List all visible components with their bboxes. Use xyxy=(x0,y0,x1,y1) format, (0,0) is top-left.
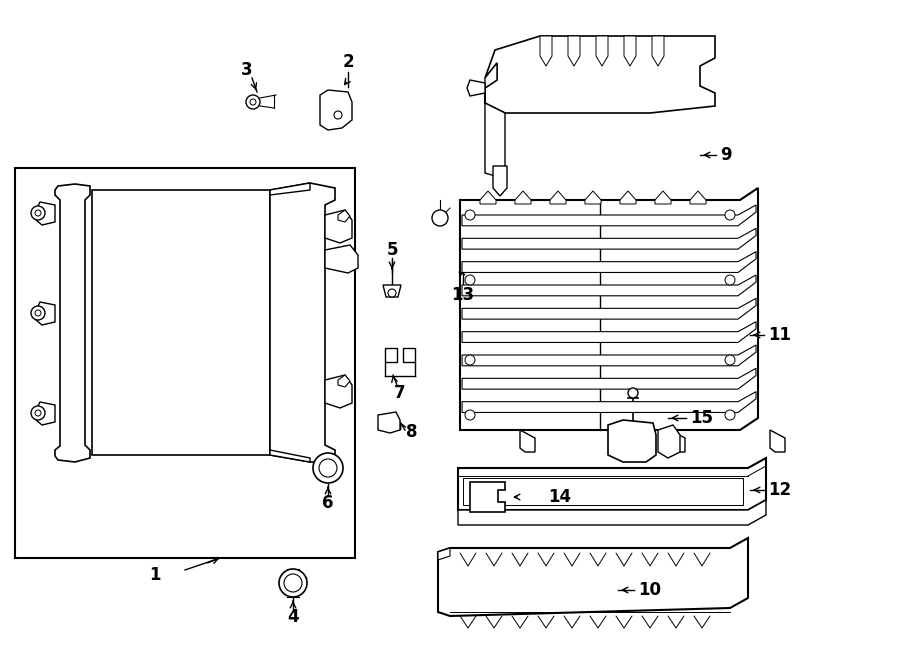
Circle shape xyxy=(35,410,41,416)
Text: 2: 2 xyxy=(342,53,354,71)
Text: 13: 13 xyxy=(452,286,474,304)
Polygon shape xyxy=(403,348,415,362)
Polygon shape xyxy=(36,202,55,225)
Polygon shape xyxy=(463,478,743,505)
Circle shape xyxy=(465,355,475,365)
Polygon shape xyxy=(670,430,685,452)
Circle shape xyxy=(725,410,735,420)
Polygon shape xyxy=(585,191,601,204)
Polygon shape xyxy=(460,188,758,430)
Polygon shape xyxy=(690,191,706,204)
Circle shape xyxy=(35,310,41,316)
Polygon shape xyxy=(770,430,785,452)
Text: 9: 9 xyxy=(720,146,732,164)
Circle shape xyxy=(465,210,475,220)
Polygon shape xyxy=(462,345,756,366)
Text: 7: 7 xyxy=(394,384,406,402)
Polygon shape xyxy=(462,252,756,273)
Circle shape xyxy=(319,459,337,477)
Circle shape xyxy=(31,306,45,320)
Polygon shape xyxy=(652,36,664,66)
Polygon shape xyxy=(36,402,55,425)
Polygon shape xyxy=(36,302,55,325)
Polygon shape xyxy=(383,285,401,297)
Polygon shape xyxy=(462,368,756,389)
Polygon shape xyxy=(568,36,580,66)
Polygon shape xyxy=(462,275,756,296)
Polygon shape xyxy=(325,375,352,408)
Polygon shape xyxy=(596,36,608,66)
Text: 15: 15 xyxy=(690,409,713,427)
Polygon shape xyxy=(655,191,671,204)
Polygon shape xyxy=(458,500,766,525)
Circle shape xyxy=(35,210,41,216)
Circle shape xyxy=(250,99,256,105)
Polygon shape xyxy=(550,191,566,204)
Polygon shape xyxy=(462,205,756,226)
Bar xyxy=(92,190,270,455)
Polygon shape xyxy=(493,166,507,196)
Polygon shape xyxy=(467,80,485,96)
Text: 11: 11 xyxy=(768,326,791,344)
Polygon shape xyxy=(462,392,756,412)
Text: 8: 8 xyxy=(406,423,418,441)
Circle shape xyxy=(465,275,475,285)
Polygon shape xyxy=(385,348,397,362)
Text: 6: 6 xyxy=(322,494,334,512)
Polygon shape xyxy=(270,450,310,462)
Circle shape xyxy=(725,210,735,220)
Text: 4: 4 xyxy=(287,608,299,626)
Polygon shape xyxy=(620,191,636,204)
Text: 14: 14 xyxy=(548,488,572,506)
Text: 3: 3 xyxy=(241,61,253,79)
Polygon shape xyxy=(462,322,756,342)
Circle shape xyxy=(279,569,307,597)
Circle shape xyxy=(334,111,342,119)
Polygon shape xyxy=(620,430,635,452)
Polygon shape xyxy=(438,548,450,560)
Circle shape xyxy=(432,210,448,226)
Polygon shape xyxy=(520,430,535,452)
Circle shape xyxy=(246,95,260,109)
Polygon shape xyxy=(624,36,636,66)
Polygon shape xyxy=(540,36,552,66)
Circle shape xyxy=(284,574,302,592)
Circle shape xyxy=(465,410,475,420)
Polygon shape xyxy=(338,375,350,387)
Bar xyxy=(15,168,355,558)
Polygon shape xyxy=(515,191,531,204)
Circle shape xyxy=(31,406,45,420)
Polygon shape xyxy=(462,299,756,319)
Polygon shape xyxy=(485,36,715,113)
Polygon shape xyxy=(55,184,90,462)
Polygon shape xyxy=(270,183,310,195)
Polygon shape xyxy=(270,183,335,462)
Polygon shape xyxy=(325,210,352,243)
Polygon shape xyxy=(325,245,358,273)
Circle shape xyxy=(628,388,638,398)
Text: 10: 10 xyxy=(638,581,661,599)
Polygon shape xyxy=(608,420,656,462)
Polygon shape xyxy=(320,90,352,130)
Text: 1: 1 xyxy=(149,566,161,584)
Circle shape xyxy=(388,289,396,297)
Polygon shape xyxy=(378,412,400,433)
Polygon shape xyxy=(458,458,766,510)
Polygon shape xyxy=(658,425,680,458)
Polygon shape xyxy=(485,63,505,176)
Circle shape xyxy=(725,275,735,285)
Polygon shape xyxy=(480,191,496,204)
Polygon shape xyxy=(462,228,756,249)
Circle shape xyxy=(31,206,45,220)
Text: 5: 5 xyxy=(386,241,398,259)
Polygon shape xyxy=(338,210,350,222)
Circle shape xyxy=(725,355,735,365)
Text: 12: 12 xyxy=(768,481,791,499)
Polygon shape xyxy=(470,482,505,512)
Polygon shape xyxy=(438,538,748,616)
Circle shape xyxy=(313,453,343,483)
